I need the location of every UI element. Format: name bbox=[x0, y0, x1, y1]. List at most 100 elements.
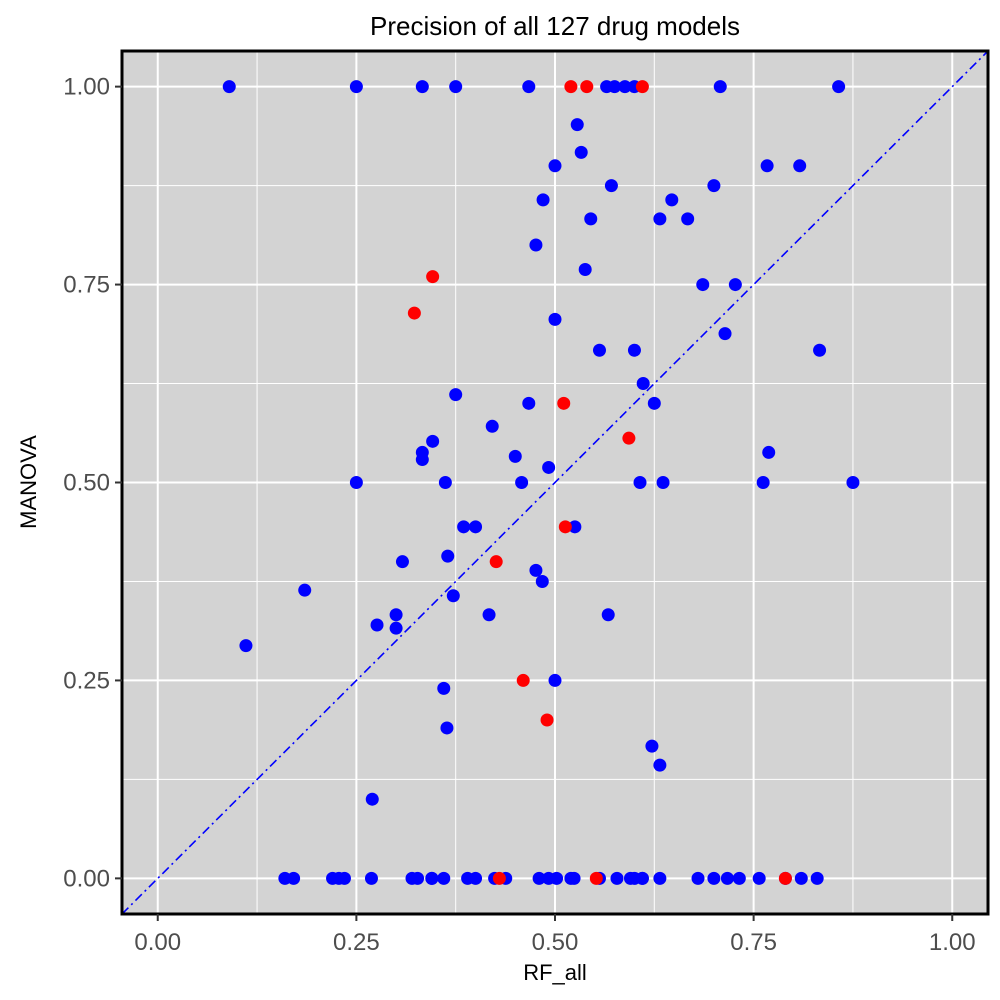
reference-diagonal-line bbox=[121, 50, 989, 915]
y-tick-label: 0.75 bbox=[63, 272, 110, 299]
x-axis-ticks: 0.00 0.25 0.50 0.75 1.00 bbox=[134, 914, 976, 956]
data-point-blue bbox=[762, 445, 776, 459]
data-point-blue bbox=[584, 212, 598, 226]
data-point-red bbox=[580, 80, 594, 94]
data-point-blue bbox=[578, 263, 592, 277]
data-point-red bbox=[589, 871, 603, 885]
data-point-blue bbox=[707, 179, 721, 193]
data-point-blue bbox=[564, 871, 578, 885]
data-point-blue bbox=[653, 212, 667, 226]
data-point-blue bbox=[707, 871, 721, 885]
data-point-blue bbox=[438, 476, 452, 489]
data-point-blue bbox=[441, 549, 455, 563]
x-tick-label: 0.25 bbox=[333, 929, 380, 956]
data-point-red bbox=[407, 306, 421, 320]
y-tick-label: 0.00 bbox=[63, 865, 110, 892]
data-point-blue bbox=[529, 238, 543, 252]
data-point-blue bbox=[548, 159, 562, 173]
data-points bbox=[222, 80, 860, 885]
data-point-blue bbox=[846, 476, 860, 489]
data-point-red bbox=[778, 871, 792, 885]
data-point-blue bbox=[349, 80, 363, 94]
data-point-blue bbox=[601, 608, 615, 622]
data-point-blue bbox=[548, 673, 562, 687]
data-point-blue bbox=[485, 419, 499, 433]
y-axis-title: MANOVA bbox=[16, 435, 41, 529]
data-point-blue bbox=[627, 343, 641, 357]
data-point-blue bbox=[813, 343, 827, 357]
data-point-blue bbox=[718, 327, 732, 341]
data-point-blue bbox=[426, 434, 440, 448]
data-point-blue bbox=[425, 871, 439, 885]
data-point-blue bbox=[713, 80, 727, 94]
data-point-red bbox=[557, 396, 571, 410]
data-point-blue bbox=[349, 476, 363, 489]
data-point-blue bbox=[550, 871, 564, 885]
data-point-blue bbox=[529, 563, 543, 577]
data-point-blue bbox=[633, 476, 647, 489]
data-point-blue bbox=[440, 721, 454, 735]
data-point-blue bbox=[656, 476, 670, 489]
data-point-blue bbox=[574, 145, 588, 159]
data-point-blue bbox=[508, 449, 522, 463]
data-point-blue bbox=[415, 453, 429, 467]
data-point-blue bbox=[756, 476, 770, 489]
data-point-blue bbox=[542, 460, 556, 474]
data-point-red bbox=[540, 713, 554, 727]
y-tick-label: 1.00 bbox=[63, 74, 110, 101]
data-point-blue bbox=[222, 80, 236, 94]
data-point-blue bbox=[635, 871, 649, 885]
data-point-blue bbox=[457, 520, 471, 534]
data-point-blue bbox=[665, 193, 679, 207]
x-tick-label: 1.00 bbox=[929, 929, 976, 956]
data-point-blue bbox=[618, 80, 632, 94]
data-point-blue bbox=[570, 118, 584, 132]
y-axis-ticks: 0.00 0.25 0.50 0.75 1.00 bbox=[63, 74, 122, 892]
data-point-blue bbox=[395, 555, 409, 569]
data-point-blue bbox=[337, 871, 351, 885]
data-point-blue bbox=[370, 618, 384, 632]
data-point-blue bbox=[365, 792, 379, 806]
data-point-blue bbox=[608, 80, 622, 94]
data-point-blue bbox=[810, 871, 824, 885]
data-point-blue bbox=[535, 574, 549, 588]
data-point-red bbox=[635, 80, 649, 94]
x-tick-label: 0.50 bbox=[532, 929, 579, 956]
data-point-blue bbox=[728, 278, 742, 292]
data-point-blue bbox=[437, 681, 451, 695]
data-point-blue bbox=[691, 871, 705, 885]
data-point-red bbox=[558, 520, 572, 534]
data-point-blue bbox=[536, 193, 550, 207]
data-point-blue bbox=[610, 871, 624, 885]
data-point-blue bbox=[364, 871, 378, 885]
x-axis-title: RF_all bbox=[523, 960, 587, 985]
data-point-blue bbox=[653, 871, 667, 885]
data-point-blue bbox=[752, 871, 766, 885]
data-point-blue bbox=[449, 388, 463, 402]
data-point-blue bbox=[389, 621, 403, 635]
data-point-blue bbox=[532, 871, 546, 885]
data-point-blue bbox=[696, 278, 710, 292]
data-point-blue bbox=[720, 871, 734, 885]
chart-title: Precision of all 127 drug models bbox=[370, 11, 740, 41]
data-point-blue bbox=[411, 871, 425, 885]
data-point-red bbox=[492, 871, 506, 885]
data-point-blue bbox=[522, 80, 536, 94]
data-point-red bbox=[516, 673, 530, 687]
reference-line-layer bbox=[121, 50, 989, 915]
x-tick-label: 0.00 bbox=[134, 929, 181, 956]
data-point-blue bbox=[482, 608, 496, 622]
data-point-blue bbox=[760, 159, 774, 173]
data-point-blue bbox=[645, 739, 659, 753]
data-point-blue bbox=[449, 80, 463, 94]
data-point-blue bbox=[732, 871, 746, 885]
data-point-blue bbox=[548, 312, 562, 326]
data-point-blue bbox=[298, 583, 312, 597]
data-point-blue bbox=[437, 871, 451, 885]
data-point-blue bbox=[239, 639, 253, 653]
data-point-blue bbox=[794, 871, 808, 885]
data-point-blue bbox=[647, 396, 661, 410]
data-point-blue bbox=[446, 589, 460, 603]
data-point-blue bbox=[278, 871, 292, 885]
data-point-red bbox=[564, 80, 578, 94]
